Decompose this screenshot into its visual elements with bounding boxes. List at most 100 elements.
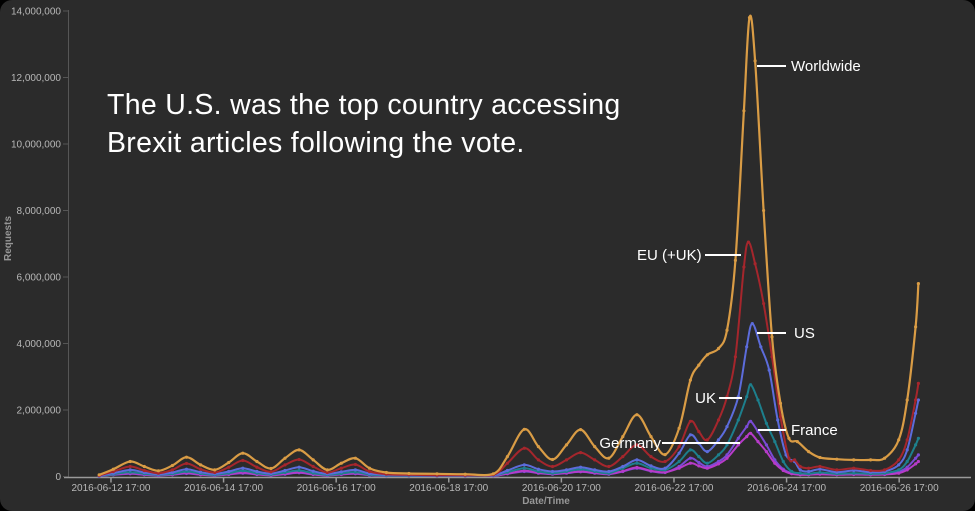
chart-series <box>97 14 921 478</box>
data-point-worldwide <box>916 282 921 286</box>
chart-annotations: Worldwide EU (+UK) US UK Germany France <box>599 58 860 452</box>
data-point-uk <box>725 443 729 447</box>
data-point-eu-uk <box>311 464 315 469</box>
data-point-germany <box>749 419 753 423</box>
data-point-eu-uk <box>677 445 681 449</box>
data-point-worldwide <box>787 436 791 440</box>
data-point-us <box>353 468 357 472</box>
data-point-eu-uk <box>897 458 901 462</box>
data-point-eu-uk <box>807 466 811 470</box>
series-label-worldwide: Worldwide <box>791 58 861 75</box>
data-point-us <box>635 458 639 462</box>
data-point-eu-uk <box>793 458 797 462</box>
data-point-uk <box>536 469 541 474</box>
data-point-worldwide <box>283 456 287 460</box>
data-point-eu-uk <box>579 451 583 455</box>
data-point-us <box>522 463 526 467</box>
data-point-eu-uk <box>905 438 909 442</box>
data-point-uk <box>916 436 921 440</box>
y-tick-label: 4,000,000 <box>17 339 62 350</box>
x-tick-label: 2016-06-20 17:00 <box>522 483 601 494</box>
data-point-worldwide <box>367 466 372 470</box>
data-point-uk <box>749 383 753 387</box>
data-point-worldwide <box>564 443 569 447</box>
data-point-us <box>914 411 918 415</box>
x-tick-label: 2016-06-14 17:00 <box>184 483 263 494</box>
series-eu-uk <box>97 240 921 478</box>
data-point-us <box>536 467 541 471</box>
data-point-eu-uk <box>522 446 526 450</box>
headline: The U.S. was the top country accessing B… <box>107 86 621 162</box>
data-point-us <box>550 469 555 474</box>
data-point-eu-uk <box>128 464 132 469</box>
data-point-us <box>505 468 509 473</box>
data-point-france <box>725 456 729 460</box>
data-point-us <box>593 468 597 472</box>
data-point-germany <box>745 425 749 429</box>
data-point-worldwide <box>593 445 597 449</box>
data-point-worldwide <box>747 16 752 20</box>
data-point-eu-uk <box>564 458 569 462</box>
data-point-worldwide <box>753 59 757 63</box>
data-point-uk <box>716 453 721 457</box>
data-point-worldwide <box>795 440 800 444</box>
data-point-us <box>852 468 856 473</box>
data-point-us <box>916 398 921 402</box>
data-point-germany <box>914 456 918 460</box>
data-point-worldwide <box>227 460 231 465</box>
data-point-uk <box>852 471 856 475</box>
data-point-worldwide <box>770 335 774 339</box>
data-point-eu-uk <box>607 464 611 469</box>
y-tick-label: 8,000,000 <box>17 206 62 217</box>
series-label-france: France <box>791 422 838 439</box>
data-point-worldwide <box>311 458 315 462</box>
data-point-uk <box>745 395 749 399</box>
data-point-worldwide <box>883 456 887 460</box>
data-point-us <box>905 448 909 452</box>
data-point-worldwide <box>725 328 729 332</box>
data-point-eu-uk <box>883 468 887 472</box>
data-point-eu-uk <box>916 381 921 385</box>
data-point-us <box>897 463 901 467</box>
data-point-uk <box>798 471 802 475</box>
data-point-us <box>835 470 839 474</box>
data-point-germany <box>764 443 769 447</box>
data-point-eu-uk <box>746 240 751 244</box>
data-point-uk <box>184 469 189 474</box>
data-point-worldwide <box>579 428 583 432</box>
x-tick-label: 2016-06-26 17:00 <box>860 483 939 494</box>
data-point-eu-uk <box>688 419 693 423</box>
x-tick-label: 2016-06-18 17:00 <box>409 483 488 494</box>
data-point-worldwide <box>522 427 526 431</box>
headline-line-1: The U.S. was the top country accessing <box>107 89 621 121</box>
series-worldwide <box>97 14 921 477</box>
data-point-uk <box>697 455 701 459</box>
data-point-us <box>579 465 583 469</box>
data-point-france <box>677 466 681 470</box>
data-point-worldwide <box>635 413 639 417</box>
data-point-uk <box>781 459 785 464</box>
data-point-worldwide <box>762 208 766 213</box>
data-point-eu-uk <box>621 455 625 459</box>
data-point-france <box>621 469 625 473</box>
data-point-uk <box>736 418 740 422</box>
data-point-uk <box>635 461 639 465</box>
data-point-uk <box>905 459 909 464</box>
data-point-worldwide <box>742 109 746 113</box>
data-point-eu-uk <box>705 438 709 442</box>
data-point-us <box>184 467 189 471</box>
data-point-eu-uk <box>762 302 766 306</box>
data-point-worldwide <box>142 464 146 469</box>
data-point-worldwide <box>649 435 653 439</box>
data-point-us <box>725 425 729 429</box>
data-point-worldwide <box>128 459 132 464</box>
data-point-uk <box>807 472 811 476</box>
data-point-eu-uk <box>142 468 146 473</box>
data-point-us <box>798 468 802 472</box>
data-point-worldwide <box>835 457 839 461</box>
data-point-eu-uk <box>297 457 301 462</box>
data-point-us <box>688 433 693 437</box>
data-point-uk <box>897 468 901 472</box>
data-point-france <box>914 462 918 466</box>
